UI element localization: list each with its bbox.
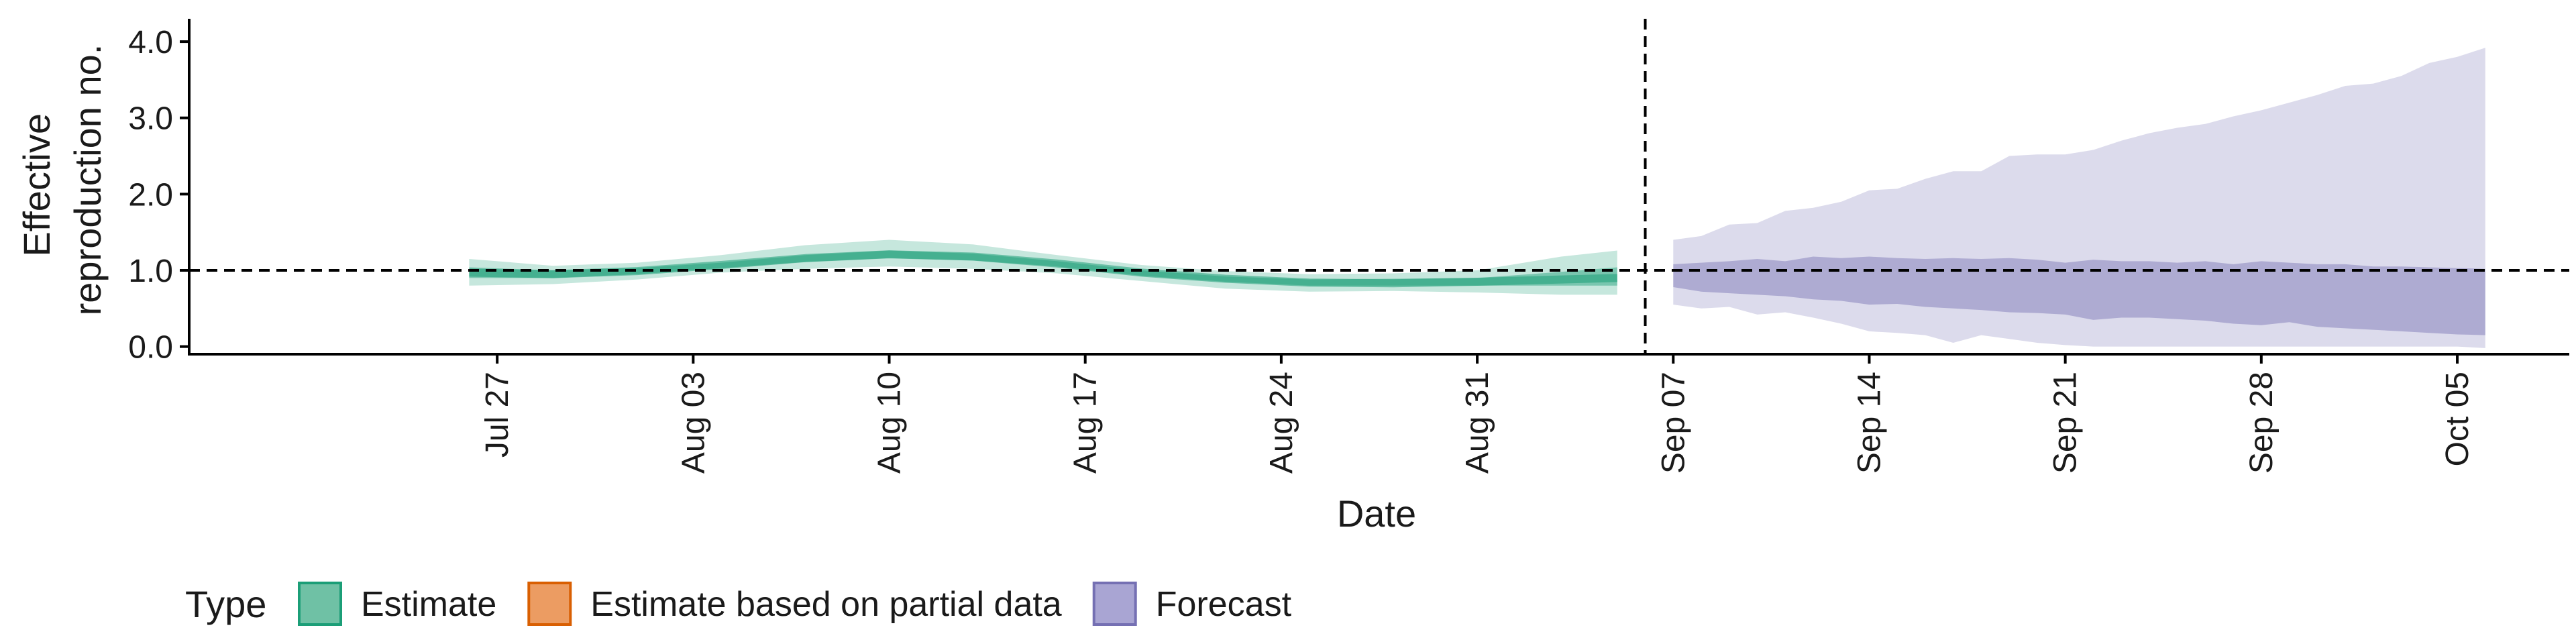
legend-title: Type xyxy=(185,583,266,625)
legend-label-estimate: Estimate xyxy=(361,585,496,624)
x-tick-label: Oct 05 xyxy=(2440,372,2475,466)
x-tick-label: Aug 24 xyxy=(1264,372,1299,474)
x-tick-label: Aug 03 xyxy=(676,372,711,474)
legend-swatch-forecast xyxy=(1092,582,1137,626)
y-axis-title: Effective reproduction no. xyxy=(15,44,109,316)
ribbon-layer xyxy=(469,48,2485,348)
y-tick-label: 4.0 xyxy=(128,25,173,60)
x-tick-label: Aug 31 xyxy=(1460,372,1495,474)
legend: Type Estimate Estimate based on partial d… xyxy=(185,582,1292,626)
legend-swatch-estimate xyxy=(298,582,342,626)
x-axis-title: Date xyxy=(1337,492,1416,535)
x-tick-label: Sep 07 xyxy=(1656,372,1691,474)
x-tick-label: Sep 14 xyxy=(1852,372,1888,474)
legend-label-estimate-based-on-partial-data: Estimate based on partial data xyxy=(590,585,1062,624)
y-tick-label: 0.0 xyxy=(128,330,173,366)
y-tick-label: 3.0 xyxy=(128,101,173,137)
forecast-inner-band xyxy=(1673,256,2485,335)
legend-swatch-estimate-based-on-partial-data xyxy=(527,582,572,626)
y-axis-title-line-1: Effective xyxy=(15,113,58,257)
tick-layer: 0.0 1.0 2.0 3.0 4.0 Jul 27 Aug 03 Aug 10 Aug 17 A… xyxy=(128,25,2475,474)
x-tick-label: Aug 17 xyxy=(1068,372,1104,474)
legend-label-forecast: Forecast xyxy=(1156,585,1292,624)
x-tick-label: Aug 10 xyxy=(872,372,908,474)
x-tick-label: Sep 28 xyxy=(2244,372,2279,474)
axes-layer xyxy=(188,19,2569,356)
y-tick-label: 1.0 xyxy=(128,254,173,289)
x-tick-label: Jul 27 xyxy=(480,372,515,458)
legend-items: Estimate Estimate based on partial data Fo… xyxy=(298,582,1292,626)
forecast-outer-band xyxy=(1673,48,2485,348)
x-tick-label: Sep 21 xyxy=(2048,372,2084,474)
y-axis-title-line-2: reproduction no. xyxy=(66,44,109,316)
reference-lines xyxy=(189,19,2569,354)
y-tick-label: 2.0 xyxy=(128,177,173,213)
